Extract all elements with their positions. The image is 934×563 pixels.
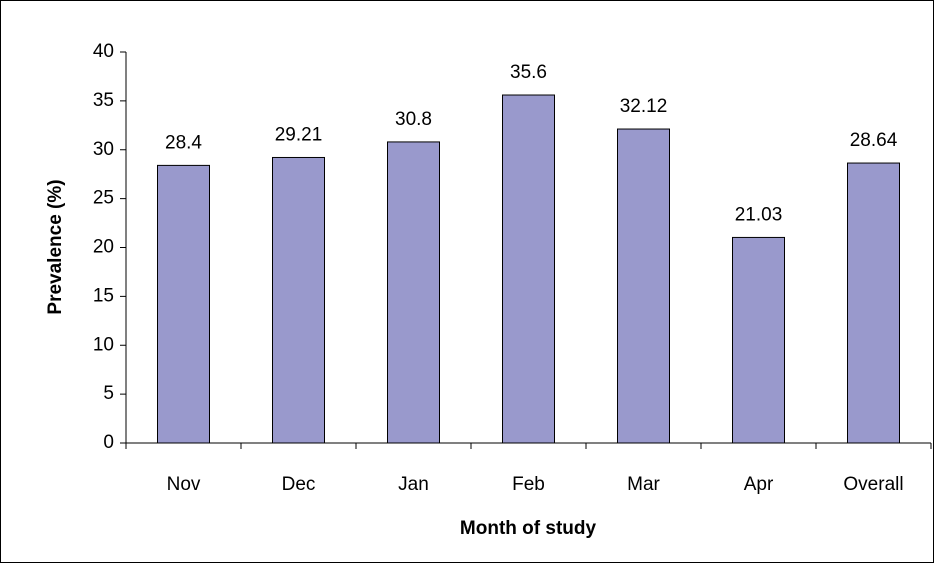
- bar: [387, 141, 440, 444]
- y-tick-label: 0: [103, 432, 114, 453]
- value-label: 28.4: [165, 132, 202, 153]
- x-tick-label: Nov: [167, 474, 201, 495]
- y-tick-label: 5: [103, 383, 114, 404]
- x-tick-label: Feb: [512, 474, 545, 495]
- value-label: 35.6: [510, 62, 547, 83]
- y-tick-label: 15: [93, 285, 114, 306]
- x-tick-label: Mar: [627, 474, 660, 495]
- x-tick-label: Jan: [398, 474, 429, 495]
- value-label: 29.21: [275, 124, 323, 145]
- y-tick-label: 35: [93, 90, 114, 111]
- y-tick-label: 10: [93, 334, 114, 355]
- y-tick-label: 40: [93, 41, 114, 62]
- y-tick-label: 25: [93, 188, 114, 209]
- x-axis-title: Month of study: [460, 518, 597, 539]
- value-label: 28.64: [850, 130, 898, 151]
- y-tick-label: 20: [93, 237, 114, 258]
- x-tick-label: Apr: [744, 474, 774, 495]
- bar: [847, 162, 900, 444]
- value-label: 21.03: [735, 204, 783, 225]
- value-label: 32.12: [620, 96, 668, 117]
- value-label: 30.8: [395, 109, 432, 130]
- x-tick-label: Overall: [843, 474, 903, 495]
- y-tick-label: 30: [93, 139, 114, 160]
- bar: [617, 128, 670, 444]
- x-tick-label: Dec: [282, 474, 316, 495]
- bar: [157, 164, 210, 444]
- bar: [732, 236, 785, 444]
- bar: [272, 156, 325, 444]
- y-axis-title: Prevalence (%): [45, 179, 66, 314]
- bar: [502, 94, 555, 444]
